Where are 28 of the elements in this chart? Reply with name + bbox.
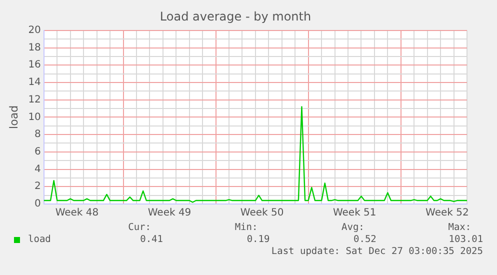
x-tick-label: Week 50 [240,208,284,219]
y-tick-label: 14 [28,77,41,88]
y-axis-title: load [7,105,20,129]
text: 0.52 [354,234,376,245]
y-tick-label: 0 [34,198,41,210]
legend-label: load [28,234,51,245]
text: Min: [234,222,258,233]
y-tick-label: 20 [28,24,41,36]
x-tick-label: Week 52 [426,208,469,219]
y-tick-label: 18 [28,42,41,54]
chart-title: Load average - by month [160,9,312,24]
text: 0.19 [246,234,270,245]
y-tick-label: 8 [34,129,41,140]
x-tick-label: Week 48 [55,208,99,219]
y-tick-label: 10 [28,112,41,123]
text: Max: [448,222,472,233]
y-tick-label: 6 [34,146,41,158]
y-tick-label: 4 [34,164,41,175]
text: Last update: Sat Dec 27 03:00:35 2025 [271,246,483,257]
text: Cur: [128,222,151,233]
x-tick-label: Week 51 [332,208,376,219]
x-tick-label: Week 49 [148,208,192,219]
text: 103.01 [448,234,484,245]
y-tick-label: 12 [28,94,41,106]
text: Avg: [342,222,364,233]
text: 0.41 [140,234,163,245]
y-tick-label: 2 [34,181,41,192]
y-tick-label: 16 [28,60,41,71]
